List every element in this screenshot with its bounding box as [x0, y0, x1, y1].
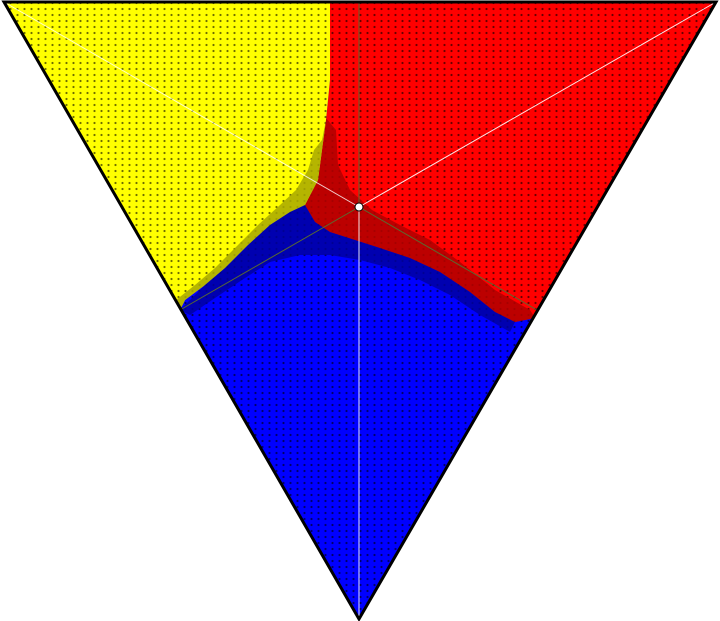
center-marker-icon [354, 202, 364, 212]
guide-line-to-left-vertex [3, 1, 360, 208]
divider-line-left [179, 206, 360, 311]
blue-boundary-band [180, 205, 515, 332]
yellow-region [4, 2, 330, 310]
guide-line-to-right-vertex [358, 1, 717, 208]
red-boundary-band [305, 118, 535, 322]
guide-lines [3, 1, 717, 619]
divider-line-right [358, 206, 538, 311]
yellow-boundary-band [176, 120, 326, 310]
regions-group [4, 2, 716, 619]
